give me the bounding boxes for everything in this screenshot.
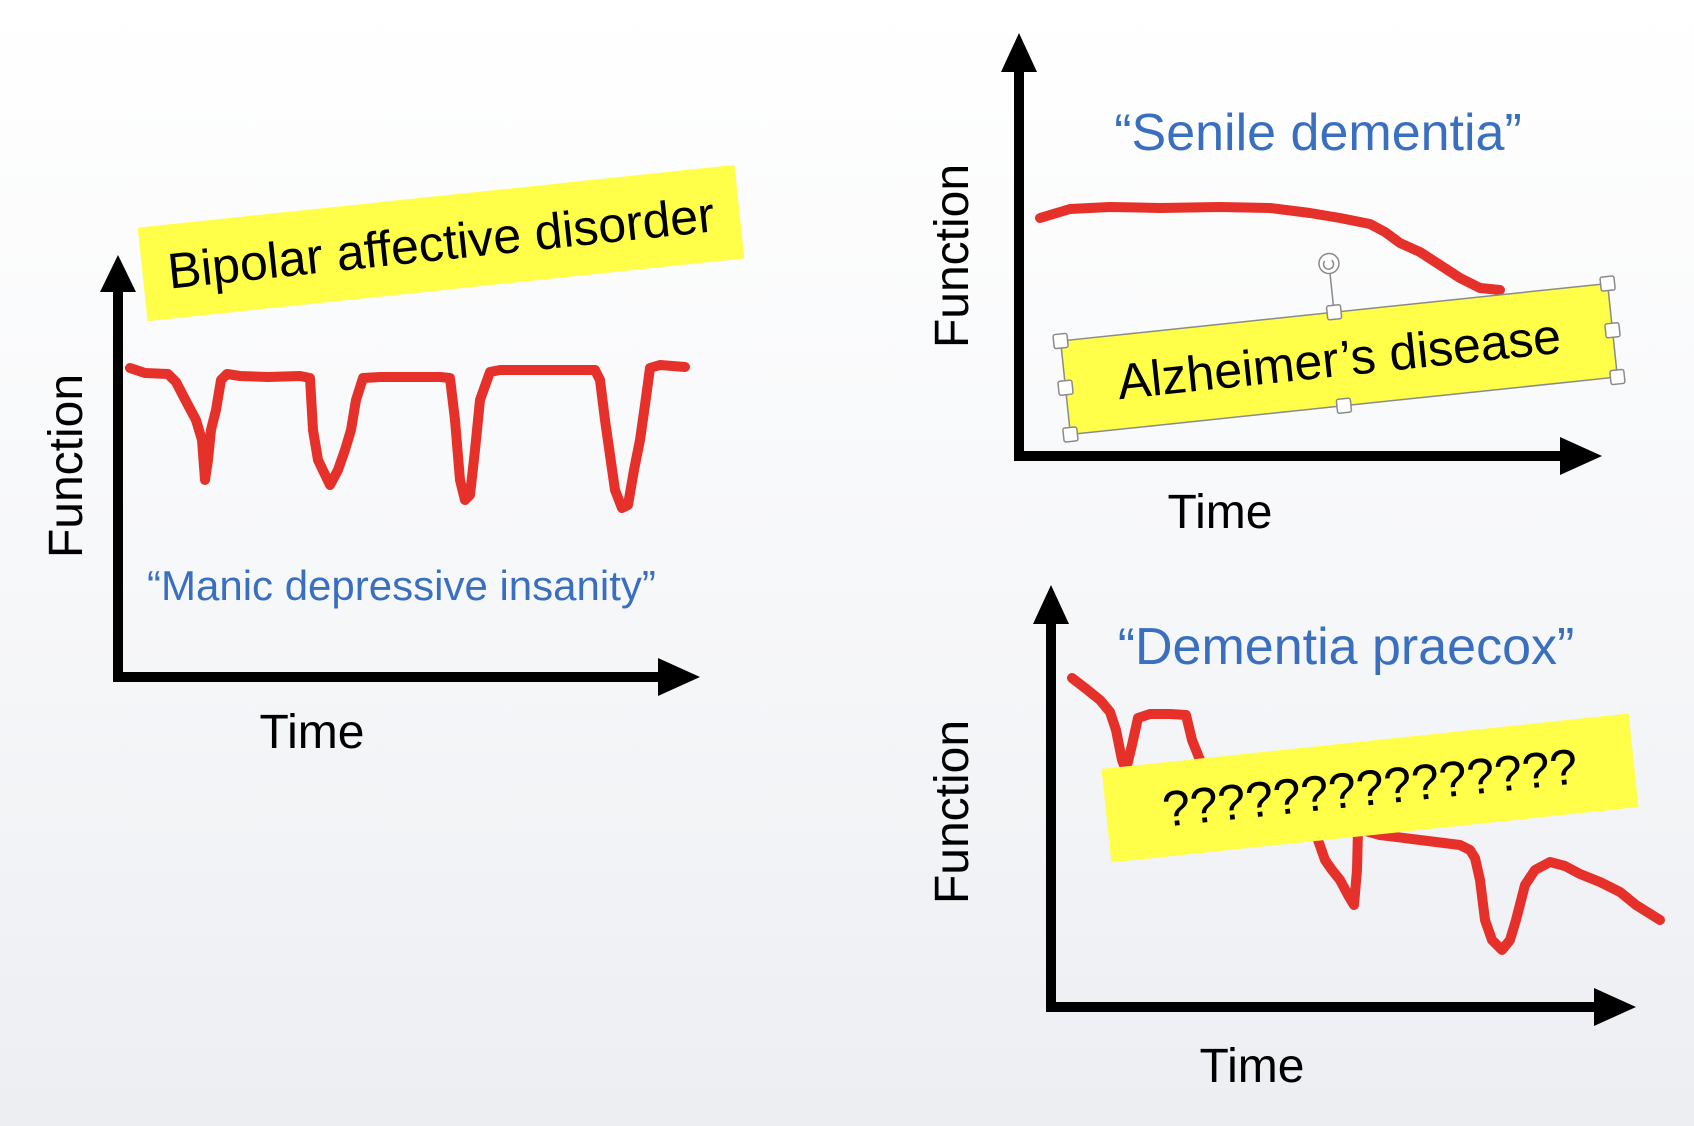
rotate-arrow-glyph — [1322, 259, 1335, 270]
sticker-background — [1060, 283, 1618, 435]
resize-handle-bottom-right[interactable] — [1609, 368, 1626, 386]
resize-handle-top-left[interactable] — [1052, 332, 1069, 350]
quote-senile-dementia: “Senile dementia” — [1114, 104, 1522, 162]
panel-alzheimer: Function Time “Senile dementia” Alzheime… — [926, 33, 1626, 539]
x-axis-arrowhead — [658, 658, 700, 696]
x-axis-arrowhead — [1560, 437, 1602, 475]
resize-handle-top-right[interactable] — [1599, 275, 1616, 292]
resize-handle-top[interactable] — [1325, 304, 1343, 321]
sticker-praecox: ??????????????? — [1101, 713, 1639, 863]
resize-handle-bottom-left[interactable] — [1062, 426, 1079, 443]
rotate-handle-icon[interactable] — [1318, 252, 1340, 275]
panel-praecox: Function Time “Dementia praecox” ???????… — [926, 585, 1665, 1093]
y-axis-label: Function — [926, 164, 979, 348]
function-curve — [1067, 673, 1665, 955]
x-axis-label: Time — [1168, 486, 1273, 539]
y-axis-label: Function — [40, 374, 93, 558]
quote-manic-depressive: “Manic depressive insanity” — [147, 562, 656, 609]
function-curve — [125, 360, 690, 513]
y-axis-arrowhead — [100, 255, 136, 292]
sticker-bipolar: Bipolar affective disorder — [137, 164, 745, 322]
x-axis-label: Time — [260, 706, 365, 759]
sticker-alzheimer[interactable]: Alzheimer’s disease — [1047, 224, 1626, 443]
y-axis-arrowhead — [1001, 33, 1037, 72]
resize-handle-left[interactable] — [1057, 379, 1074, 396]
sticker-background — [1101, 713, 1639, 863]
y-axis-label: Function — [926, 720, 979, 904]
resize-handle-bottom[interactable] — [1335, 397, 1353, 414]
y-axis-arrowhead — [1033, 585, 1069, 624]
panel-bipolar: Function Time “Manic depressive insanity… — [40, 164, 745, 759]
x-axis-arrowhead — [1594, 988, 1636, 1026]
function-curve — [1035, 202, 1505, 295]
x-axis-label: Time — [1200, 1040, 1305, 1093]
quote-dementia-praecox: “Dementia praecox” — [1118, 618, 1575, 676]
sticker-background — [137, 164, 745, 322]
resize-handle-right[interactable] — [1604, 322, 1621, 339]
